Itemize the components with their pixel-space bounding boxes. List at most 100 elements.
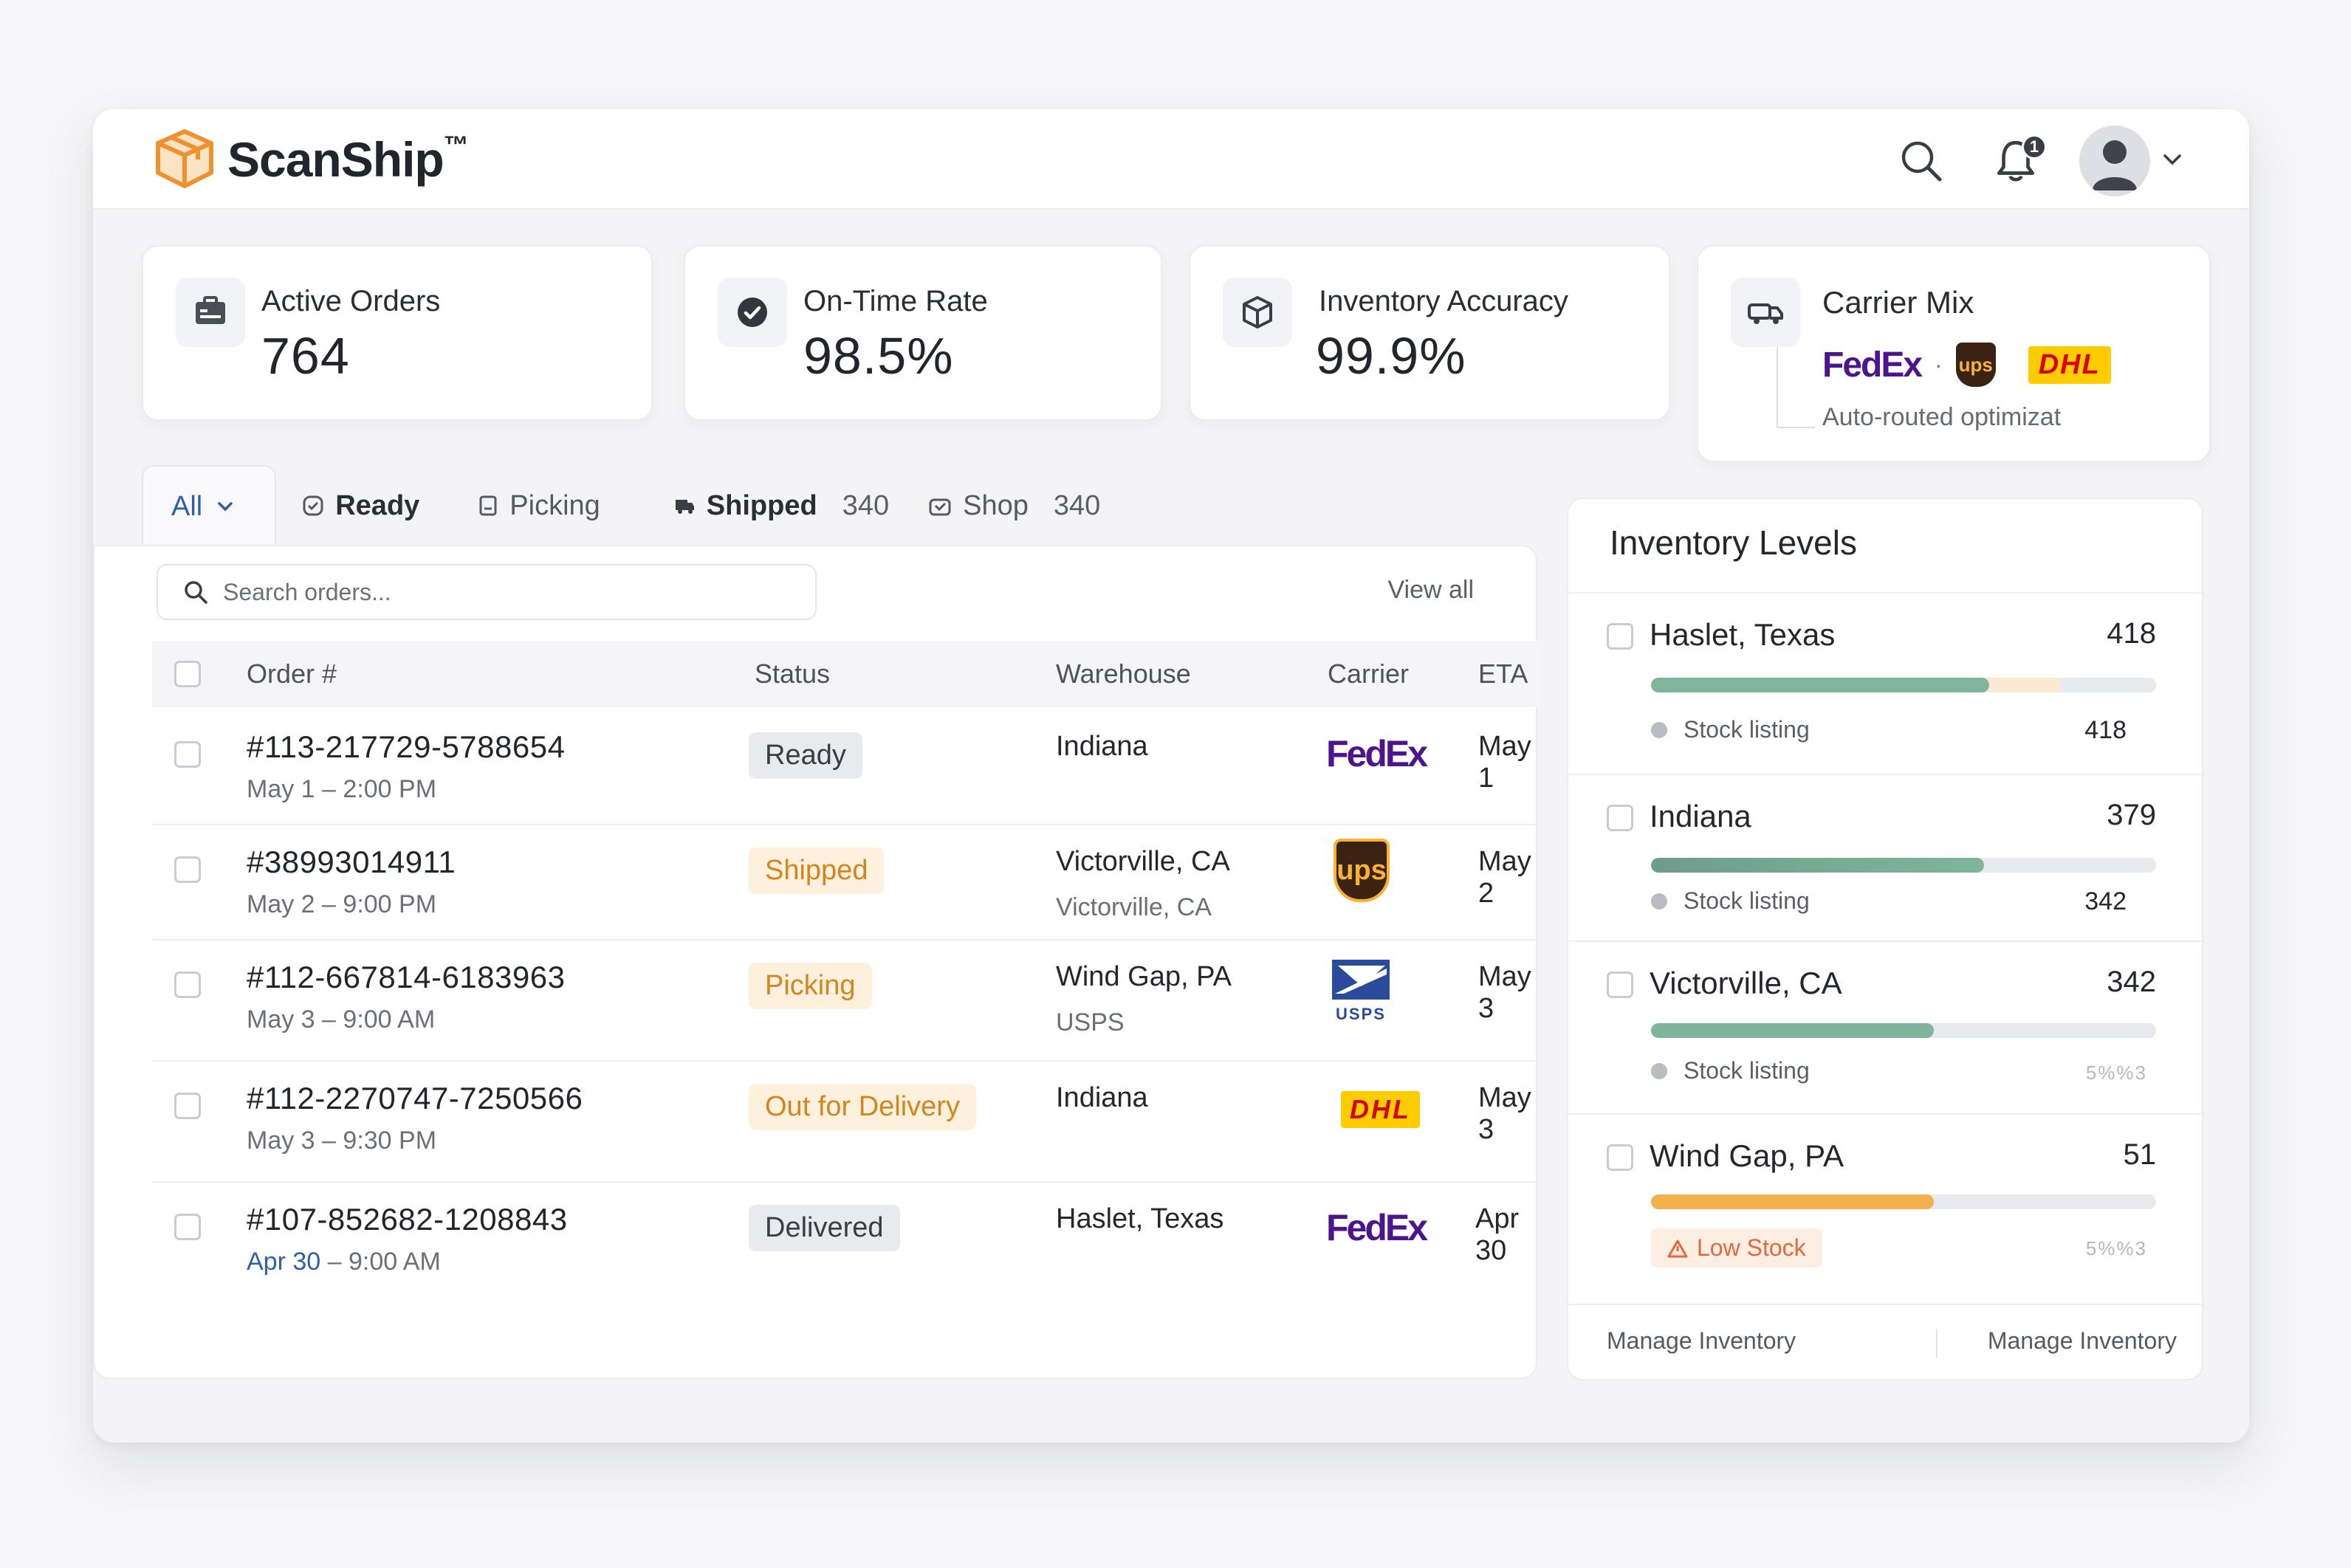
brand-logo[interactable]: ScanShip™	[149, 124, 469, 195]
fedex-logo: FedEx	[1326, 1207, 1428, 1248]
inventory-checkbox[interactable]	[1607, 1144, 1633, 1171]
box-logo-icon	[156, 129, 213, 188]
avatar[interactable]	[2079, 125, 2150, 196]
location-value: 342	[2107, 966, 2156, 998]
status-badge: Ready	[749, 732, 862, 779]
stock-listing-value: 418	[2084, 716, 2127, 744]
warehouse: Indiana	[1056, 731, 1148, 762]
inventory-checkbox[interactable]	[1607, 623, 1633, 650]
status-badge: Shipped	[749, 847, 885, 894]
view-all-link[interactable]: View all	[1387, 576, 1474, 604]
inventory-item[interactable]: Wind Gap, PA 51 Low Stock 5%%3	[1568, 1113, 2205, 1304]
location-name: Indiana	[1650, 799, 1751, 833]
top-bar: ScanShip™ 1	[93, 109, 2249, 210]
kpi-on-time-rate: On-Time Rate 98.5%	[684, 245, 1162, 421]
table-row[interactable]: #113-217729-5788654 May 1 – 2:00 PM Read…	[152, 710, 1539, 825]
warehouse: Indiana	[1056, 1082, 1148, 1113]
stock-bar	[1651, 678, 2156, 692]
chevron-down-icon	[218, 502, 233, 512]
bell-icon[interactable]: 1	[1982, 127, 2050, 195]
row-checkbox[interactable]	[174, 972, 201, 998]
inventory-checkbox[interactable]	[1607, 972, 1633, 998]
order-id: #112-2270747-7250566	[247, 1081, 583, 1115]
kpi-label: Inventory Accuracy	[1319, 285, 1568, 317]
table-row[interactable]: #107-852682-1208843 Apr 30 – 9:00 AM Del…	[152, 1183, 1539, 1304]
manage-inventory-link-right[interactable]: Manage Inventory	[1987, 1327, 2177, 1354]
tab-count: 340	[842, 489, 890, 521]
notification-badge: 1	[2022, 134, 2047, 159]
warehouse: Wind Gap, PA	[1056, 961, 1232, 992]
kpi-label: On-Time Rate	[803, 285, 988, 317]
search-box[interactable]	[157, 564, 817, 620]
order-id: #107-852682-1208843	[247, 1202, 568, 1237]
fedex-logo: FedEx	[1822, 345, 1923, 385]
search-icon[interactable]	[1887, 127, 1955, 195]
id-card-icon	[176, 278, 245, 347]
stock-listing-value: 342	[2084, 887, 2127, 915]
warehouse-sub: USPS	[1056, 1008, 1125, 1036]
col-eta: ETA	[1478, 659, 1528, 689]
col-carrier: Carrier	[1328, 659, 1410, 689]
tab-shop[interactable]: Shop 340	[910, 465, 1121, 546]
order-datetime: May 3 – 9:30 PM	[247, 1127, 437, 1155]
table-row[interactable]: #112-667814-6183963 May 3 – 9:00 AM Pick…	[152, 941, 1539, 1062]
chevron-down-icon[interactable]	[2159, 146, 2186, 176]
order-tabs: All Ready Picking Shipped 340 Shop 340	[142, 465, 1121, 546]
kpi-inventory-accuracy: Inventory Accuracy 99.9%	[1189, 245, 1670, 421]
manage-inventory-link[interactable]: Manage Inventory	[1607, 1327, 1796, 1354]
eta: May 3	[1478, 1082, 1531, 1145]
warehouse-sub: Victorville, CA	[1056, 893, 1212, 921]
box-icon	[1223, 278, 1292, 347]
location-value: 379	[2107, 799, 2156, 831]
stock-listing-label: Stock listing	[1651, 1057, 1810, 1084]
col-order: Order #	[247, 659, 337, 689]
tab-picking[interactable]: Picking	[440, 465, 621, 546]
inventory-checkbox[interactable]	[1607, 805, 1633, 831]
eta: May 3	[1478, 961, 1531, 1024]
warehouse: Victorville, CA	[1056, 846, 1230, 877]
inventory-footer: Manage Inventory Manage Inventory	[1568, 1304, 2205, 1380]
eta: Apr 30	[1475, 1203, 1520, 1266]
inventory-item[interactable]: Indiana 379 Stock listing 342	[1568, 774, 2205, 941]
truck-icon	[675, 500, 694, 514]
status-badge: Out for Delivery	[749, 1084, 976, 1130]
brand-name: ScanShip™	[227, 131, 469, 187]
kpi-value: 764	[261, 327, 350, 385]
eta: May 2	[1478, 846, 1531, 909]
usps-logo: USPS	[1328, 958, 1394, 1024]
kpi-label: Active Orders	[261, 285, 441, 317]
table-row[interactable]: #38993014911 May 2 – 9:00 PM Shipped Vic…	[152, 825, 1539, 941]
carrier-separator: ·	[1935, 351, 1943, 378]
table-row[interactable]: #112-2270747-7250566 May 3 – 9:30 PM Out…	[152, 1062, 1539, 1183]
location-value: 51	[2123, 1138, 2157, 1171]
search-input[interactable]	[223, 578, 784, 606]
stock-listing-label: Stock listing	[1651, 887, 1810, 915]
warning-icon	[1667, 1239, 1688, 1257]
inventory-item[interactable]: Haslet, Texas 418 Stock listing 418	[1568, 592, 2205, 774]
stock-listing-value: 5%%3	[2085, 1062, 2147, 1084]
clipboard-icon	[479, 495, 497, 516]
location-name: Wind Gap, PA	[1650, 1138, 1844, 1173]
status-badge: Delivered	[749, 1205, 900, 1251]
row-checkbox[interactable]	[174, 741, 201, 768]
check-circle-icon	[718, 278, 787, 347]
inventory-item[interactable]: Victorville, CA 342 Stock listing 5%%3	[1568, 941, 2205, 1113]
tab-ready[interactable]: Ready	[276, 465, 440, 546]
order-id: #38993014911	[247, 845, 456, 879]
row-checkbox[interactable]	[174, 856, 201, 883]
order-datetime: May 3 – 9:00 AM	[247, 1005, 436, 1034]
check-badge-icon	[303, 495, 323, 516]
col-status: Status	[755, 659, 831, 689]
tab-all[interactable]: All	[142, 465, 277, 546]
row-checkbox[interactable]	[174, 1093, 201, 1119]
dhl-logo: DHL	[1341, 1091, 1420, 1128]
row-checkbox[interactable]	[174, 1214, 201, 1240]
search-icon	[185, 581, 207, 604]
stock-bar	[1651, 1194, 2156, 1209]
tab-shipped[interactable]: Shipped 340	[621, 465, 910, 546]
ups-logo: ups	[1955, 343, 1996, 387]
status-badge: Picking	[749, 963, 872, 1009]
select-all-checkbox[interactable]	[174, 661, 201, 687]
inventory-panel: Inventory Levels Haslet, Texas 418 Stock…	[1567, 498, 2205, 1380]
dhl-logo: DHL	[2028, 345, 2111, 384]
